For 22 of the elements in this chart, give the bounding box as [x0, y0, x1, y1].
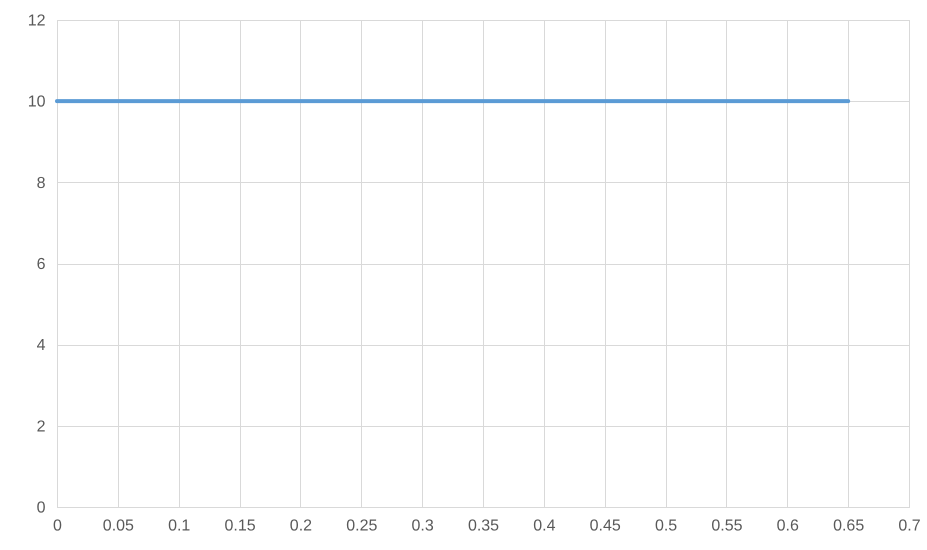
x-tick-label: 0.7 [898, 518, 921, 534]
x-tick-label: 0.35 [468, 518, 500, 534]
x-tick-label: 0.3 [412, 518, 434, 534]
x-tick-label: 0.15 [224, 518, 256, 534]
x-tick-label: 0.5 [654, 518, 678, 534]
x-tick-label: 0.6 [776, 518, 800, 534]
y-tick-label: 10 [28, 94, 46, 111]
x-tick-label: 0.45 [590, 518, 621, 534]
y-tick-label: 8 [36, 174, 46, 192]
x-tick-label: 0.65 [833, 518, 864, 534]
y-tick-label: 2 [36, 418, 46, 436]
x-tick-label: 0.25 [346, 518, 378, 534]
x-tick-label: 0.55 [711, 518, 743, 534]
x-tick-label: 0.1 [168, 518, 190, 534]
y-tick-label: 12 [28, 12, 46, 30]
x-tick-label: 0 [53, 518, 62, 534]
x-tick-label: 0.4 [533, 518, 556, 534]
y-tick-label: 4 [36, 337, 46, 354]
x-tick-label: 0.05 [102, 518, 134, 534]
y-tick-label: 6 [36, 256, 46, 273]
y-tick-label: 0 [36, 500, 46, 516]
x-tick-label: 0.2 [290, 518, 312, 534]
